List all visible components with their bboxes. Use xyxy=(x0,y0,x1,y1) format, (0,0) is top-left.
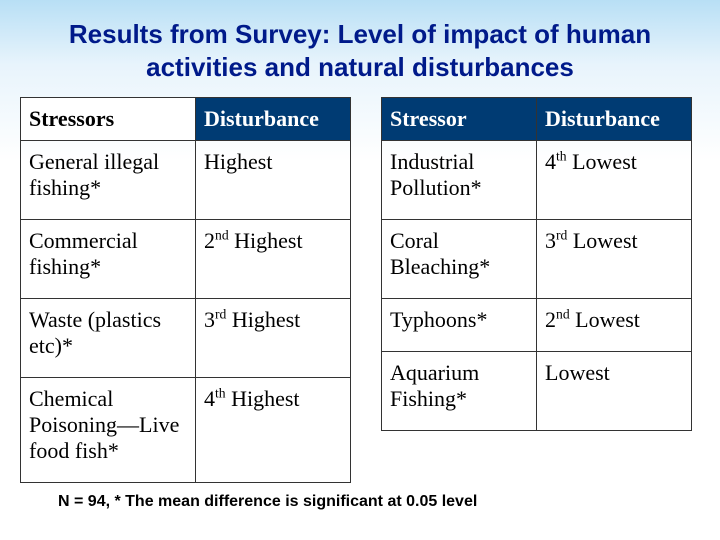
cell-disturbance: 2nd Lowest xyxy=(537,298,692,351)
col-header-disturbance: Disturbance xyxy=(196,98,351,141)
cell-stressor: Industrial Pollution* xyxy=(382,140,537,219)
table-row: Industrial Pollution* 4th Lowest xyxy=(382,140,692,219)
cell-stressor: Waste (plastics etc)* xyxy=(21,298,196,377)
col-header-stressor: Stressor xyxy=(382,98,537,141)
page-title: Results from Survey: Level of impact of … xyxy=(20,18,700,83)
col-header-stressors: Stressors xyxy=(21,98,196,141)
cell-disturbance: 4th Highest xyxy=(196,377,351,482)
cell-stressor: Aquarium Fishing* xyxy=(382,351,537,430)
col-header-disturbance: Disturbance xyxy=(537,98,692,141)
tables-container: Stressors Disturbance General illegal fi… xyxy=(20,97,700,483)
table-header-row: Stressor Disturbance xyxy=(382,98,692,141)
cell-disturbance: 3rd Lowest xyxy=(537,219,692,298)
cell-stressor: Coral Bleaching* xyxy=(382,219,537,298)
right-table: Stressor Disturbance Industrial Pollutio… xyxy=(381,97,692,431)
table-header-row: Stressors Disturbance xyxy=(21,98,351,141)
cell-disturbance: Lowest xyxy=(537,351,692,430)
left-table: Stressors Disturbance General illegal fi… xyxy=(20,97,351,483)
table-row: Chemical Poisoning—Live food fish* 4th H… xyxy=(21,377,351,482)
cell-stressor: Chemical Poisoning—Live food fish* xyxy=(21,377,196,482)
table-row: General illegal fishing* Highest xyxy=(21,140,351,219)
table-row: Waste (plastics etc)* 3rd Highest xyxy=(21,298,351,377)
footnote: N = 94, * The mean difference is signifi… xyxy=(20,493,700,511)
cell-disturbance: 3rd Highest xyxy=(196,298,351,377)
table-row: Typhoons* 2nd Lowest xyxy=(382,298,692,351)
cell-stressor: General illegal fishing* xyxy=(21,140,196,219)
table-row: Coral Bleaching* 3rd Lowest xyxy=(382,219,692,298)
cell-disturbance: 4th Lowest xyxy=(537,140,692,219)
slide: Results from Survey: Level of impact of … xyxy=(0,0,720,540)
cell-stressor: Typhoons* xyxy=(382,298,537,351)
table-row: Aquarium Fishing* Lowest xyxy=(382,351,692,430)
cell-disturbance: Highest xyxy=(196,140,351,219)
cell-stressor: Commercial fishing* xyxy=(21,219,196,298)
table-row: Commercial fishing* 2nd Highest xyxy=(21,219,351,298)
cell-disturbance: 2nd Highest xyxy=(196,219,351,298)
